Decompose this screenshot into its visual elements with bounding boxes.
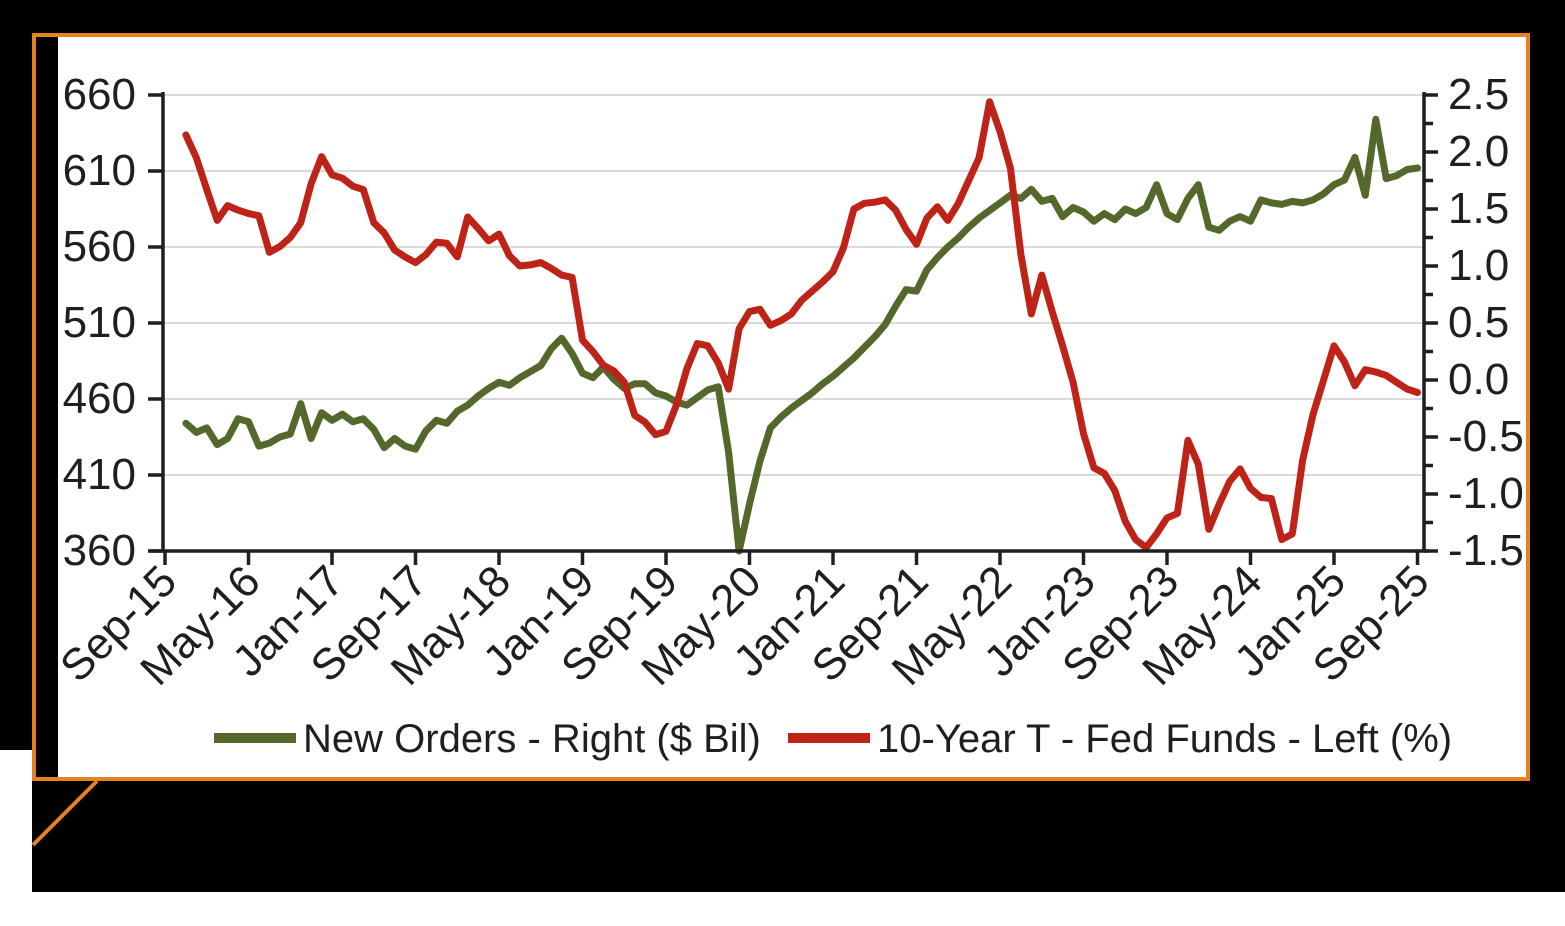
y-left-tick-label: 360 <box>63 526 136 575</box>
legend-item-new-orders: New Orders - Right ($ Bil) <box>214 717 761 761</box>
y-right-tick-label: 2.0 <box>1448 127 1509 176</box>
y-left-tick-label: 410 <box>63 450 136 499</box>
series-spread-line <box>182 98 1421 552</box>
y-left-tick-label: 660 <box>63 70 136 119</box>
white-bottom-band <box>0 892 1565 926</box>
gridlines <box>163 94 1424 476</box>
axes <box>148 92 1438 565</box>
legend-label-spread: 10-Year T - Fed Funds - Left (%) <box>877 717 1452 761</box>
y-left-tick-label: 610 <box>63 146 136 195</box>
legend-label-new-orders: New Orders - Right ($ Bil) <box>303 717 761 761</box>
y-right-tick-label: 1.5 <box>1448 184 1509 233</box>
legend: New Orders - Right ($ Bil) 10-Year T - F… <box>214 717 1452 761</box>
panel-black-strip <box>36 37 58 777</box>
white-left-margin <box>0 750 32 926</box>
orange-diagonal-accent <box>31 779 99 847</box>
y-left-tick-label: 510 <box>63 298 136 347</box>
y-right-tick-label: -1.5 <box>1448 526 1524 575</box>
y-right-tick-label: 0.0 <box>1448 355 1509 404</box>
series-new-orders-line <box>182 115 1421 555</box>
y-right-tick-label: 2.5 <box>1448 70 1509 119</box>
y-left-tick-label: 560 <box>63 222 136 271</box>
chart-panel <box>32 33 1530 781</box>
y-right-tick-label: -1.0 <box>1448 469 1524 518</box>
y-right-tick-label: -0.5 <box>1448 412 1524 461</box>
plot-area <box>182 98 1421 555</box>
y-right-tick-label: 0.5 <box>1448 298 1509 347</box>
y-right-tick-label: 1.0 <box>1448 241 1509 290</box>
y-left-tick-label: 460 <box>63 374 136 423</box>
legend-item-spread: 10-Year T - Fed Funds - Left (%) <box>788 717 1452 761</box>
